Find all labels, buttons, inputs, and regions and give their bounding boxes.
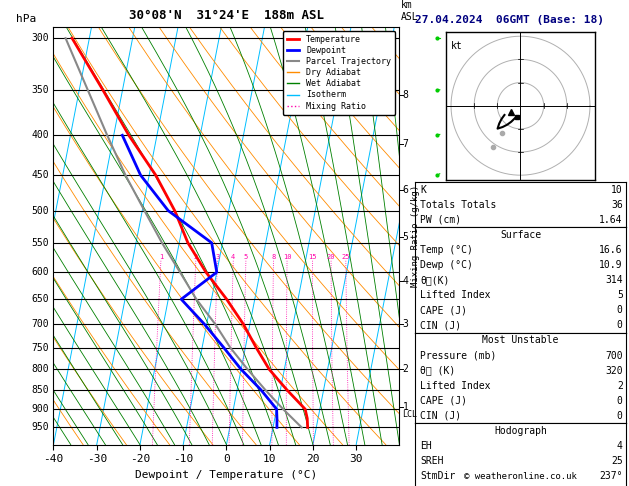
Text: 320: 320 [605, 365, 623, 376]
Text: Hodograph: Hodograph [494, 426, 547, 436]
Text: 7: 7 [403, 139, 408, 149]
Text: 25: 25 [611, 456, 623, 466]
Text: 6: 6 [403, 185, 408, 195]
Text: LCL: LCL [403, 410, 418, 419]
Text: hPa: hPa [16, 14, 36, 24]
Text: 5: 5 [617, 290, 623, 300]
Text: 850: 850 [31, 385, 49, 395]
Text: Temp (°C): Temp (°C) [420, 245, 473, 255]
Text: 20: 20 [327, 254, 335, 260]
Text: 950: 950 [31, 422, 49, 433]
Text: 2: 2 [617, 381, 623, 391]
Text: 3: 3 [403, 319, 408, 329]
Text: 30°08'N  31°24'E  188m ASL: 30°08'N 31°24'E 188m ASL [129, 9, 324, 22]
Text: 900: 900 [31, 404, 49, 414]
Text: 400: 400 [31, 130, 49, 140]
Text: Surface: Surface [500, 230, 541, 240]
Text: 600: 600 [31, 267, 49, 277]
Text: CAPE (J): CAPE (J) [420, 305, 467, 315]
Text: 8: 8 [271, 254, 276, 260]
Text: 750: 750 [31, 343, 49, 352]
Text: 25: 25 [342, 254, 350, 260]
Text: 0: 0 [617, 305, 623, 315]
Text: 0: 0 [617, 320, 623, 330]
Text: 500: 500 [31, 206, 49, 216]
Text: © weatheronline.co.uk: © weatheronline.co.uk [464, 472, 577, 481]
Text: 36: 36 [611, 200, 623, 210]
Text: 314: 314 [605, 275, 623, 285]
Text: 2: 2 [403, 364, 408, 374]
Text: CIN (J): CIN (J) [420, 320, 461, 330]
Text: 550: 550 [31, 238, 49, 248]
Text: 0: 0 [617, 411, 623, 421]
Text: 300: 300 [31, 33, 49, 43]
Text: 10: 10 [283, 254, 291, 260]
Text: 4: 4 [403, 276, 408, 286]
Text: Lifted Index: Lifted Index [420, 290, 491, 300]
Text: θᴇ (K): θᴇ (K) [420, 365, 455, 376]
Text: K: K [420, 185, 426, 195]
Text: 1.64: 1.64 [599, 215, 623, 225]
Legend: Temperature, Dewpoint, Parcel Trajectory, Dry Adiabat, Wet Adiabat, Isotherm, Mi: Temperature, Dewpoint, Parcel Trajectory… [283, 31, 395, 115]
Text: km
ASL: km ASL [401, 0, 418, 22]
Text: Totals Totals: Totals Totals [420, 200, 496, 210]
Text: CIN (J): CIN (J) [420, 411, 461, 421]
X-axis label: Dewpoint / Temperature (°C): Dewpoint / Temperature (°C) [135, 470, 318, 480]
Text: 650: 650 [31, 294, 49, 304]
Text: Lifted Index: Lifted Index [420, 381, 491, 391]
Text: 700: 700 [605, 350, 623, 361]
Text: Pressure (mb): Pressure (mb) [420, 350, 496, 361]
Text: 27.04.2024  06GMT (Base: 18): 27.04.2024 06GMT (Base: 18) [415, 15, 604, 25]
Text: 1: 1 [159, 254, 163, 260]
Text: 15: 15 [308, 254, 316, 260]
Text: 16.6: 16.6 [599, 245, 623, 255]
Text: 4: 4 [231, 254, 235, 260]
Text: EH: EH [420, 441, 432, 451]
Text: 8: 8 [403, 90, 408, 100]
Text: 237°: 237° [599, 471, 623, 481]
Text: 800: 800 [31, 364, 49, 374]
Text: SREH: SREH [420, 456, 443, 466]
Text: θᴇ(K): θᴇ(K) [420, 275, 450, 285]
Text: 3: 3 [215, 254, 220, 260]
Text: 5: 5 [244, 254, 248, 260]
Text: 10: 10 [611, 185, 623, 195]
Text: kt: kt [451, 41, 463, 51]
Text: 700: 700 [31, 319, 49, 329]
Text: 350: 350 [31, 85, 49, 95]
Text: 1: 1 [403, 402, 408, 412]
Text: 5: 5 [403, 232, 408, 242]
Text: 450: 450 [31, 170, 49, 180]
Text: CAPE (J): CAPE (J) [420, 396, 467, 406]
Text: Mixing Ratio (g/kg): Mixing Ratio (g/kg) [411, 185, 420, 287]
Text: Dewp (°C): Dewp (°C) [420, 260, 473, 270]
Text: 4: 4 [617, 441, 623, 451]
Text: 10.9: 10.9 [599, 260, 623, 270]
Text: StmDir: StmDir [420, 471, 455, 481]
Text: Most Unstable: Most Unstable [482, 335, 559, 346]
Text: 2: 2 [194, 254, 198, 260]
Text: PW (cm): PW (cm) [420, 215, 461, 225]
Text: 0: 0 [617, 396, 623, 406]
